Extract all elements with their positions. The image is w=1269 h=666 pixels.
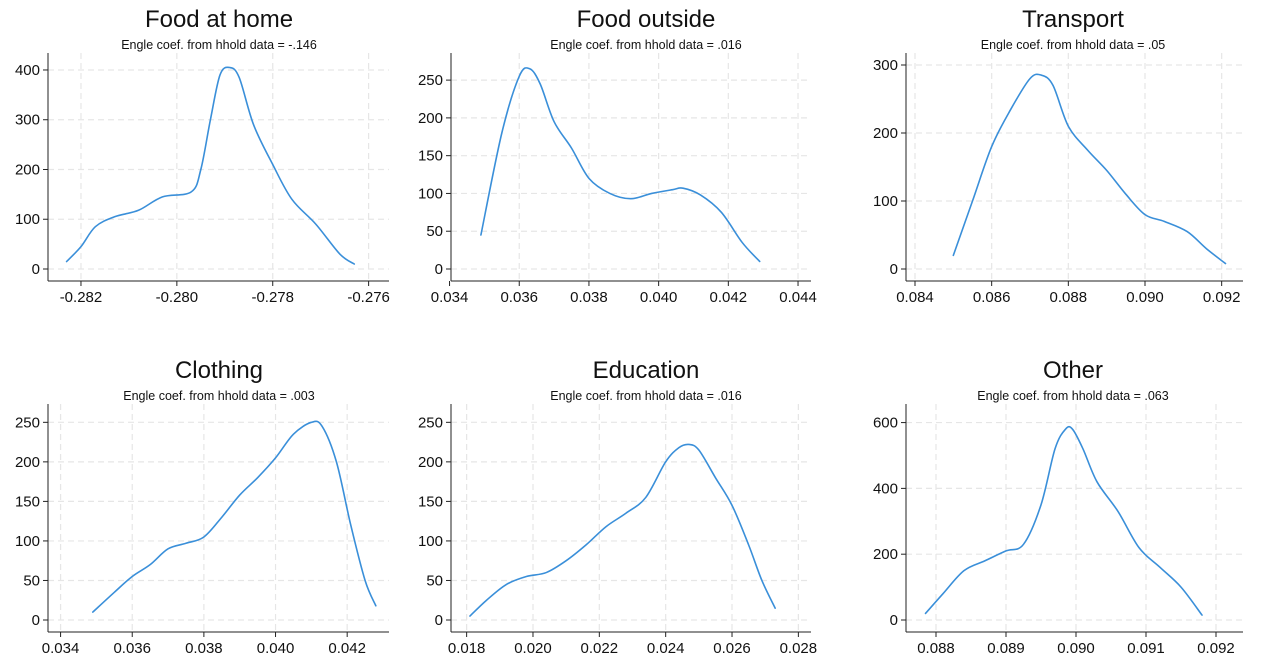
x-tick-label: 0.088 [917, 640, 955, 657]
y-tick-label: 250 [15, 414, 40, 431]
density-line [469, 443, 776, 617]
y-tick-label: 100 [15, 211, 40, 228]
y-tick-label: 50 [23, 572, 40, 589]
y-tick-label: 150 [418, 148, 443, 165]
x-tick-label: 0.044 [779, 289, 817, 306]
y-tick-label: 150 [418, 493, 443, 510]
x-tick-label: 0.018 [448, 640, 486, 657]
y-tick-label: 400 [873, 480, 898, 497]
chart-panel-5: 0 50 100 150 200 250 0.018 0.020 0.022 0.024 0.026… [418, 357, 817, 657]
y-tick-label: 200 [873, 125, 898, 142]
x-tick-label: 0.092 [1203, 289, 1241, 306]
y-tick-label: 100 [15, 533, 40, 550]
chart-subtitle: Engle coef. from hhold data = -.146 [121, 38, 317, 52]
chart-panel-2: 0 50 100 150 200 250 0.034 0.036 0.038 0.040 0.042… [418, 6, 817, 306]
y-tick-label: 200 [15, 454, 40, 471]
x-tick-label: 0.091 [1127, 640, 1165, 657]
x-tick-label: 0.024 [647, 640, 685, 657]
y-tick-label: 400 [15, 62, 40, 79]
y-tick-label: 0 [32, 261, 40, 278]
x-tick-label: 0.086 [973, 289, 1011, 306]
chart-panel-1: 0 100 200 300 400 -0.282 -0.280 -0.278 -0.276 Foo… [15, 6, 390, 306]
chart-title: Other [1043, 357, 1103, 384]
y-tick-label: 200 [418, 110, 443, 127]
y-tick-label: 300 [15, 112, 40, 129]
x-tick-label: 0.090 [1126, 289, 1164, 306]
density-line [92, 420, 377, 613]
x-tick-label: -0.280 [156, 289, 199, 306]
x-tick-label: 0.088 [1050, 289, 1088, 306]
x-tick-label: 0.022 [581, 640, 619, 657]
y-tick-label: 50 [426, 572, 443, 589]
x-tick-label: 0.036 [113, 640, 151, 657]
chart-title: Education [593, 357, 700, 384]
chart-subtitle: Engle coef. from hhold data = .016 [550, 389, 741, 403]
y-tick-label: 0 [890, 261, 898, 278]
x-tick-label: 0.026 [713, 640, 751, 657]
x-tick-label: 0.089 [987, 640, 1025, 657]
chart-panel-3: 0 100 200 300 0.084 0.086 0.088 0.090 0.092 Trans… [873, 6, 1243, 306]
chart-subtitle: Engle coef. from hhold data = .05 [981, 38, 1166, 52]
chart-subtitle: Engle coef. from hhold data = .016 [550, 38, 741, 52]
x-tick-label: 0.036 [500, 289, 538, 306]
chart-title: Food outside [577, 6, 716, 33]
y-tick-label: 600 [873, 415, 898, 432]
y-tick-label: 200 [873, 546, 898, 563]
x-tick-label: 0.092 [1197, 640, 1235, 657]
density-line [480, 66, 761, 263]
y-tick-label: 250 [418, 414, 443, 431]
y-tick-label: 150 [15, 493, 40, 510]
x-tick-label: 0.040 [640, 289, 678, 306]
x-tick-label: 0.028 [780, 640, 818, 657]
chart-title: Food at home [145, 6, 293, 33]
x-tick-label: 0.042 [328, 640, 366, 657]
y-tick-label: 250 [418, 72, 443, 89]
chart-subtitle: Engle coef. from hhold data = .063 [977, 389, 1168, 403]
x-tick-label: 0.040 [257, 640, 295, 657]
y-tick-label: 50 [426, 223, 443, 240]
x-tick-label: 0.038 [570, 289, 608, 306]
y-tick-label: 0 [435, 612, 443, 629]
chart-subtitle: Engle coef. from hhold data = .003 [123, 389, 314, 403]
y-tick-label: 200 [15, 161, 40, 178]
y-tick-label: 300 [873, 57, 898, 74]
y-tick-label: 0 [890, 612, 898, 629]
y-tick-label: 0 [32, 612, 40, 629]
density-line [952, 73, 1227, 265]
y-tick-label: 200 [418, 454, 443, 471]
x-tick-label: 0.020 [514, 640, 552, 657]
chart-panel-6: 0 200 400 600 0.088 0.089 0.090 0.091 0.092 Other… [873, 357, 1243, 657]
x-tick-label: -0.282 [60, 289, 103, 306]
density-line [924, 425, 1203, 616]
chart-title: Clothing [175, 357, 263, 384]
x-tick-label: 0.042 [710, 289, 748, 306]
chart-panel-4: 0 50 100 150 200 250 0.034 0.036 0.038 0.040 0.042… [15, 357, 389, 657]
chart-title: Transport [1022, 6, 1124, 33]
x-tick-label: -0.276 [347, 289, 390, 306]
x-tick-label: -0.278 [251, 289, 294, 306]
x-tick-label: 0.090 [1057, 640, 1095, 657]
x-tick-label: 0.084 [896, 289, 934, 306]
y-tick-label: 100 [873, 193, 898, 210]
x-tick-label: 0.038 [185, 640, 223, 657]
density-line [65, 66, 356, 265]
x-tick-label: 0.034 [42, 640, 80, 657]
y-tick-label: 100 [418, 185, 443, 202]
x-tick-label: 0.034 [431, 289, 469, 306]
y-tick-label: 0 [435, 261, 443, 278]
y-tick-label: 100 [418, 533, 443, 550]
